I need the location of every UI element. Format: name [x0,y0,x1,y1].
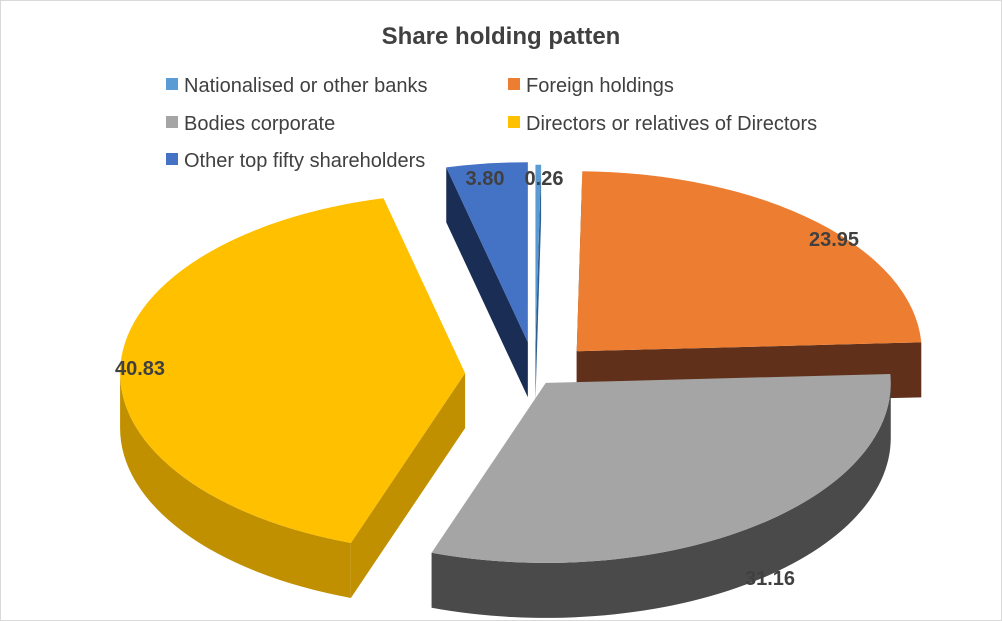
slice-side-directors-0 [350,373,466,598]
pie-slice-nationalised [535,164,542,400]
slice-side-nationalised-1 [535,164,542,400]
pie-slice-directors [120,198,466,598]
legend-label-directors: Directors or relatives of Directors [526,113,817,135]
data-labels: 0.26 23.95 31.16 40.83 3.80 [115,168,859,590]
data-label-foreign: 23.95 [809,229,859,251]
data-label-bodies-corporate: 31.16 [745,568,795,590]
chart-title: Share holding patten [382,23,621,50]
slice-wall-directors [120,373,351,598]
slice-wall-bodies-corporate [431,382,891,618]
legend-swatch-nationalised [166,78,178,90]
data-label-nationalised: 0.26 [525,168,564,190]
legend-swatch-top-fifty [166,153,178,165]
slice-top-top-fifty [446,162,528,343]
slice-top-foreign [576,171,922,352]
slice-top-nationalised [535,164,542,345]
slice-side-top-fifty-0 [446,167,528,398]
slice-top-directors [120,198,466,543]
legend-label-foreign: Foreign holdings [526,75,674,97]
legend-swatch-foreign [508,78,520,90]
legend-label-nationalised: Nationalised or other banks [184,75,427,97]
pie-slice-bodies-corporate [431,374,891,618]
legend-label-bodies-corporate: Bodies corporate [184,113,335,135]
data-label-directors: 40.83 [115,358,165,380]
slice-top-bodies-corporate [431,374,891,563]
pie-slices [120,162,922,618]
legend-swatch-directors [508,116,520,128]
legend: Nationalised or other banks Foreign hold… [166,75,817,172]
legend-label-top-fifty: Other top fifty shareholders [184,150,425,172]
data-label-top-fifty: 3.80 [466,168,505,190]
legend-swatch-bodies-corporate [166,116,178,128]
pie-slice-foreign [576,171,922,407]
pie-slice-top-fifty [446,162,528,398]
